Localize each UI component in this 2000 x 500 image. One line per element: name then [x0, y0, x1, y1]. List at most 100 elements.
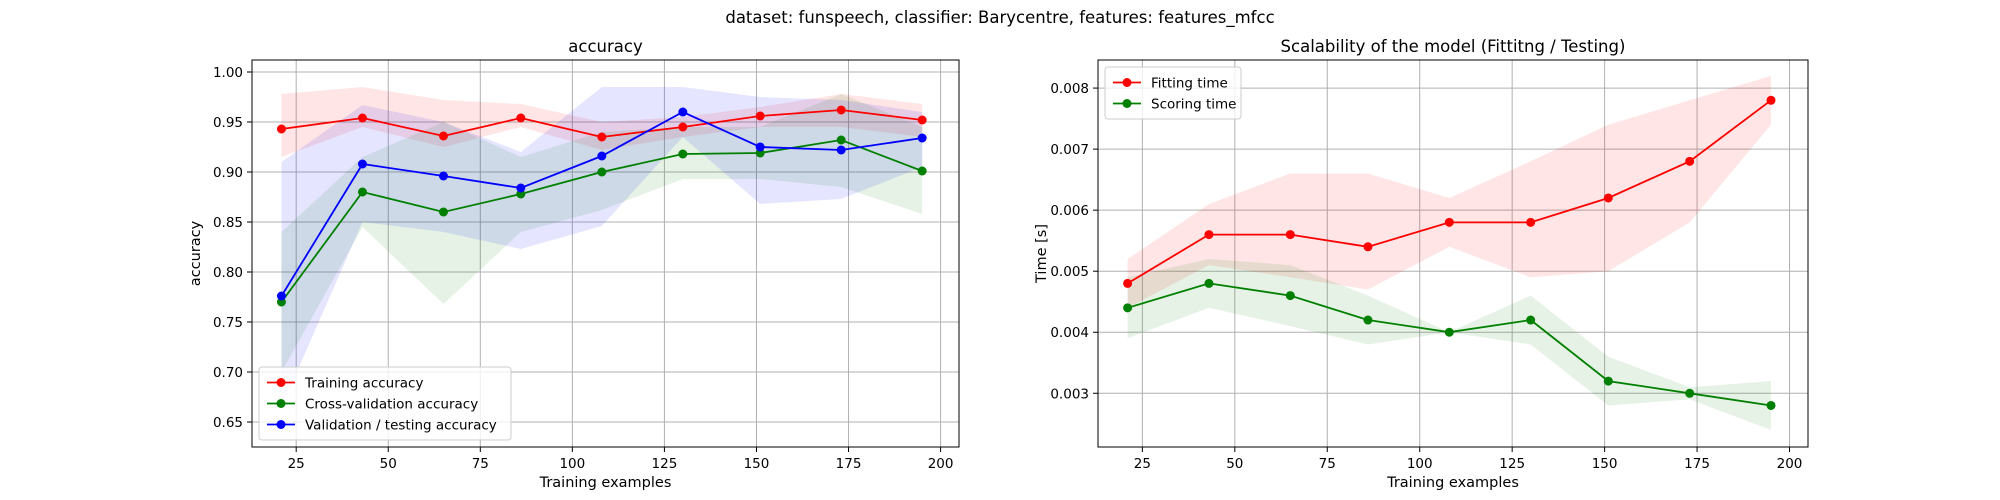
- data-point: [276, 291, 286, 301]
- x-axis-label: Training examples: [539, 475, 672, 491]
- x-tick-label: 125: [652, 456, 678, 472]
- x-tick-label: 50: [1226, 456, 1243, 472]
- data-point: [1603, 193, 1613, 203]
- legend: Training accuracy Cross-validation accura…: [258, 366, 512, 441]
- x-tick-label: 100: [559, 456, 585, 472]
- legend-label: Fitting time: [1151, 76, 1228, 92]
- chart-1: 25 50 75 100 125 150 175 200 0.003 0.004 0.005 0.00…: [1034, 37, 1809, 491]
- data-point: [836, 145, 846, 155]
- data-point: [516, 183, 526, 193]
- y-tick-label: 0.95: [213, 115, 243, 131]
- legend-box: [258, 366, 512, 441]
- legend-swatch-marker: [276, 399, 286, 408]
- data-point: [836, 105, 846, 115]
- data-point: [755, 142, 765, 152]
- y-tick-label: 0.75: [213, 315, 243, 331]
- data-point: [917, 133, 927, 143]
- chart-title: Scalability of the model (Fittitng / Tes…: [1281, 37, 1626, 56]
- data-point: [1204, 278, 1214, 288]
- data-point: [357, 113, 367, 123]
- x-tick-label: 100: [1407, 456, 1433, 472]
- plots: 25 50 75 100 125 150 175 200 0.65 0.70 0.75 0.80 0.8…: [188, 37, 1809, 491]
- x-tick-label: 75: [1319, 456, 1336, 472]
- data-point: [1204, 230, 1214, 240]
- data-point: [836, 135, 846, 145]
- data-point: [1285, 291, 1295, 301]
- x-tick-label: 200: [928, 456, 954, 472]
- data-point: [438, 171, 448, 181]
- data-point: [516, 113, 526, 123]
- legend-box: [1104, 66, 1242, 120]
- data-point: [438, 131, 448, 141]
- legend-swatch-marker: [276, 378, 286, 387]
- data-point: [1444, 217, 1454, 227]
- chart-0: 25 50 75 100 125 150 175 200 0.65 0.70 0.75 0.80 0.8…: [188, 37, 960, 491]
- data-point: [1123, 278, 1133, 288]
- data-point: [1363, 242, 1373, 252]
- data-point: [1123, 303, 1133, 313]
- plot-frame: [251, 59, 960, 448]
- data-point: [1685, 156, 1695, 166]
- data-point: [917, 115, 927, 125]
- data-point: [276, 124, 286, 134]
- series-band: [281, 94, 923, 372]
- y-tick-label: 0.80: [213, 265, 243, 281]
- legend-label: Scoring time: [1151, 97, 1236, 113]
- data-point: [1766, 400, 1776, 410]
- y-tick-label: 1.00: [213, 65, 243, 81]
- x-tick-label: 150: [744, 456, 770, 472]
- data-point: [678, 149, 688, 159]
- y-axis-label: Time [s]: [1034, 224, 1050, 284]
- data-point: [1766, 95, 1776, 105]
- legend: Fitting time Scoring time: [1104, 66, 1242, 120]
- y-tick-label: 0.008: [1050, 81, 1089, 97]
- data-point: [678, 107, 688, 117]
- y-tick-label: 0.85: [213, 215, 243, 231]
- data-point: [597, 167, 607, 177]
- x-tick-label: 25: [1134, 456, 1151, 472]
- data-point: [1363, 315, 1373, 325]
- x-tick-label: 75: [472, 456, 489, 472]
- data-point: [1526, 217, 1536, 227]
- series-band: [1127, 75, 1771, 308]
- y-tick-label: 0.65: [213, 415, 243, 431]
- y-tick-label: 0.70: [213, 365, 243, 381]
- series-band: [1127, 259, 1771, 430]
- data-point: [438, 207, 448, 217]
- y-tick-label: 0.003: [1050, 386, 1089, 402]
- x-tick-label: 25: [288, 456, 305, 472]
- y-tick-label: 0.005: [1050, 264, 1089, 280]
- x-tick-label: 175: [1684, 456, 1710, 472]
- data-point: [1444, 327, 1454, 337]
- y-tick-label: 0.004: [1050, 325, 1089, 341]
- x-tick-label: 200: [1777, 456, 1803, 472]
- legend-swatch-marker: [1122, 78, 1132, 87]
- legend-label: Cross-validation accuracy: [305, 397, 478, 413]
- data-point: [357, 187, 367, 197]
- data-point: [597, 132, 607, 142]
- data-point: [1685, 388, 1695, 398]
- y-tick-label: 0.90: [213, 165, 243, 181]
- x-tick-label: 150: [1592, 456, 1618, 472]
- x-tick-label: 175: [836, 456, 862, 472]
- legend-swatch-marker: [276, 420, 286, 429]
- data-point: [1285, 230, 1295, 240]
- data-point: [1603, 376, 1613, 386]
- legend-label: Validation / testing accuracy: [305, 418, 497, 434]
- plot-frame: [1097, 59, 1809, 448]
- data-point: [678, 122, 688, 132]
- y-tick-label: 0.006: [1050, 203, 1089, 219]
- y-tick-label: 0.007: [1050, 142, 1089, 158]
- data-point: [597, 151, 607, 161]
- chart-title: accuracy: [568, 37, 643, 56]
- figure-suptitle: dataset: funspeech, classifier: Barycent…: [725, 8, 1274, 28]
- series-band: [281, 87, 923, 407]
- y-axis-label: accuracy: [188, 220, 204, 286]
- data-point: [1526, 315, 1536, 325]
- legend-label: Training accuracy: [304, 376, 423, 392]
- x-axis-label: Training examples: [1386, 475, 1519, 491]
- data-point: [357, 159, 367, 169]
- x-tick-label: 50: [380, 456, 397, 472]
- legend-swatch-marker: [1122, 99, 1132, 108]
